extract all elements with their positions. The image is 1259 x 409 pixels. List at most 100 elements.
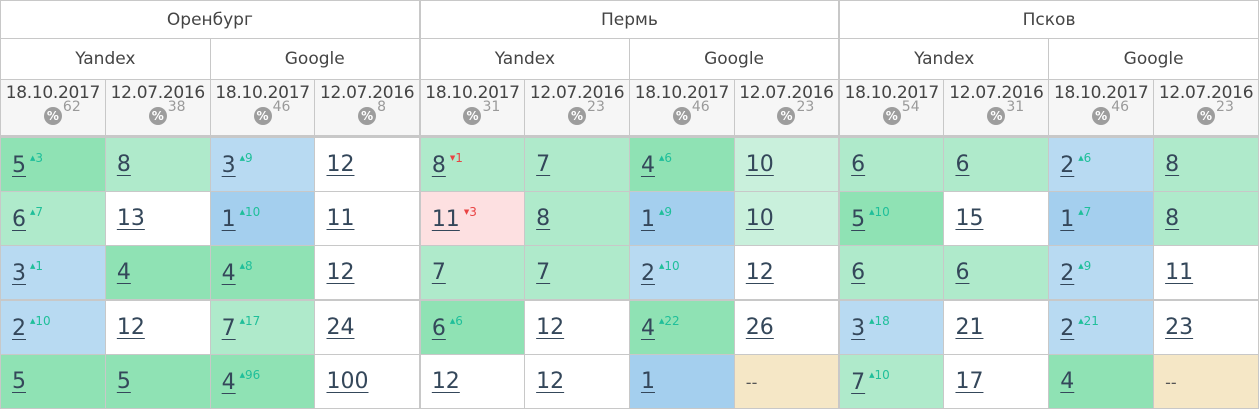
position-link[interactable]: 10 (745, 206, 774, 231)
percent-badge[interactable]: % 8 (358, 99, 386, 125)
date-header[interactable]: 18.10.2017% 46 (209, 79, 316, 138)
position-link[interactable]: 3 (851, 316, 866, 341)
percent-badge[interactable]: % 54 (882, 99, 920, 125)
position-link[interactable]: 6 (955, 260, 970, 285)
position-link[interactable]: 6 (851, 152, 866, 177)
position-link[interactable]: 13 (116, 206, 145, 231)
percent-badge[interactable]: % 23 (1197, 99, 1234, 125)
position-link[interactable]: 11 (1165, 260, 1194, 285)
date-header[interactable]: 18.10.2017% 46 (628, 79, 735, 138)
position-link[interactable]: 2 (12, 316, 26, 341)
position-link[interactable]: 3 (221, 153, 236, 178)
date-header[interactable]: 12.07.2016% 31 (943, 79, 1050, 138)
date-header[interactable]: 18.10.2017% 54 (838, 79, 945, 138)
percent-badge[interactable]: % 62 (43, 99, 81, 125)
position-cell: 8 ▼1 (418, 136, 526, 192)
position-link[interactable]: 6 (851, 260, 866, 285)
position-link[interactable]: 5 (12, 369, 26, 394)
position-link[interactable]: 2 (640, 261, 655, 286)
position-link[interactable]: 6 (955, 152, 970, 177)
date-header[interactable]: 12.07.2016% 23 (733, 79, 840, 138)
position-link[interactable]: 2 (1060, 261, 1075, 286)
position-link[interactable]: 11 (431, 207, 460, 232)
percent-badge[interactable]: % 46 (253, 99, 290, 125)
position-link[interactable]: 7 (536, 152, 551, 177)
position-link[interactable]: 4 (221, 370, 236, 395)
position-link[interactable]: 12 (536, 369, 565, 394)
position-link[interactable]: 7 (851, 370, 866, 395)
position-link[interactable]: 6 (12, 207, 26, 232)
position-link[interactable]: 8 (1165, 206, 1180, 231)
position-delta: ▲3 (30, 151, 43, 165)
position-link[interactable]: 5 (12, 153, 26, 178)
position-link[interactable]: 4 (116, 260, 131, 285)
position-link[interactable]: 12 (431, 369, 460, 394)
delta-value: 10 (245, 205, 261, 219)
position-link[interactable]: 6 (431, 316, 446, 341)
percent-icon: % (777, 107, 796, 125)
engine-header: Google (1048, 38, 1259, 80)
percent-badge[interactable]: % 46 (1092, 99, 1129, 125)
position-link[interactable]: 21 (955, 315, 984, 340)
position-link[interactable]: 12 (326, 260, 355, 285)
date-header[interactable]: 18.10.2017% 31 (418, 79, 526, 138)
percent-badge[interactable]: % 46 (672, 99, 710, 125)
position-link[interactable]: 1 (640, 207, 655, 232)
date-label: 12.07.2016 (1158, 83, 1254, 103)
date-header[interactable]: 12.07.2016% 38 (104, 79, 211, 138)
position-link[interactable]: 2 (1060, 153, 1075, 178)
date-header[interactable]: 18.10.2017% 62 (0, 79, 106, 138)
position-link[interactable]: 1 (221, 207, 236, 232)
position-delta: ▲6 (450, 314, 463, 328)
percent-icon: % (43, 107, 62, 125)
percent-badge[interactable]: % 38 (148, 99, 186, 125)
position-cell: 1 ▲10 (209, 191, 316, 246)
position-link[interactable]: 10 (745, 152, 774, 177)
position-link[interactable]: 4 (1060, 369, 1075, 394)
position-link[interactable]: 7 (431, 260, 446, 285)
position-link[interactable]: 24 (326, 315, 355, 340)
position-delta: ▲10 (659, 259, 680, 273)
position-link[interactable]: 8 (431, 153, 446, 178)
position-link[interactable]: 17 (955, 369, 984, 394)
date-header[interactable]: 12.07.2016% 23 (524, 79, 630, 138)
position-link[interactable]: 4 (221, 261, 236, 286)
position-link[interactable]: 12 (536, 315, 565, 340)
position-link[interactable]: 12 (116, 315, 145, 340)
position-link[interactable]: 1 (640, 369, 655, 394)
date-header[interactable]: 18.10.2017% 46 (1048, 79, 1155, 138)
position-link[interactable]: 7 (221, 316, 236, 341)
position-link[interactable]: 12 (745, 260, 774, 285)
position-link[interactable]: 12 (326, 152, 355, 177)
city-header: Оренбург (0, 0, 421, 39)
position-link[interactable]: 4 (640, 153, 655, 178)
percent-badge[interactable]: % 31 (463, 99, 500, 125)
position-link[interactable]: 8 (116, 152, 131, 177)
percent-badge[interactable]: % 23 (568, 99, 605, 125)
position-link[interactable]: 5 (116, 369, 131, 394)
position-cell: 4 ▲8 (209, 245, 316, 301)
position-link[interactable]: 5 (851, 207, 866, 232)
position-cell: -- (1153, 354, 1259, 409)
position-link[interactable]: 1 (1060, 207, 1075, 232)
position-cell: 13 (104, 191, 211, 246)
position-link[interactable]: 26 (745, 315, 774, 340)
position-cell: 8 (1153, 136, 1259, 192)
position-link[interactable]: 100 (326, 369, 369, 394)
position-link[interactable]: 2 (1060, 316, 1075, 341)
no-data: -- (745, 373, 758, 392)
position-link[interactable]: 4 (640, 316, 655, 341)
position-link[interactable]: 11 (326, 206, 355, 231)
position-link[interactable]: 15 (955, 206, 984, 231)
position-link[interactable]: 7 (536, 260, 551, 285)
date-header[interactable]: 12.07.2016% 23 (1153, 79, 1259, 138)
position-link[interactable]: 8 (1165, 152, 1180, 177)
position-link[interactable]: 8 (536, 206, 551, 231)
position-link[interactable]: 3 (12, 261, 26, 286)
delta-value: 17 (245, 314, 261, 328)
date-header[interactable]: 12.07.2016% 8 (314, 79, 421, 138)
position-link[interactable]: 23 (1165, 315, 1194, 340)
percent-badge[interactable]: % 23 (777, 99, 814, 125)
date-label: 12.07.2016 (739, 83, 834, 103)
percent-badge[interactable]: % 31 (987, 99, 1024, 125)
